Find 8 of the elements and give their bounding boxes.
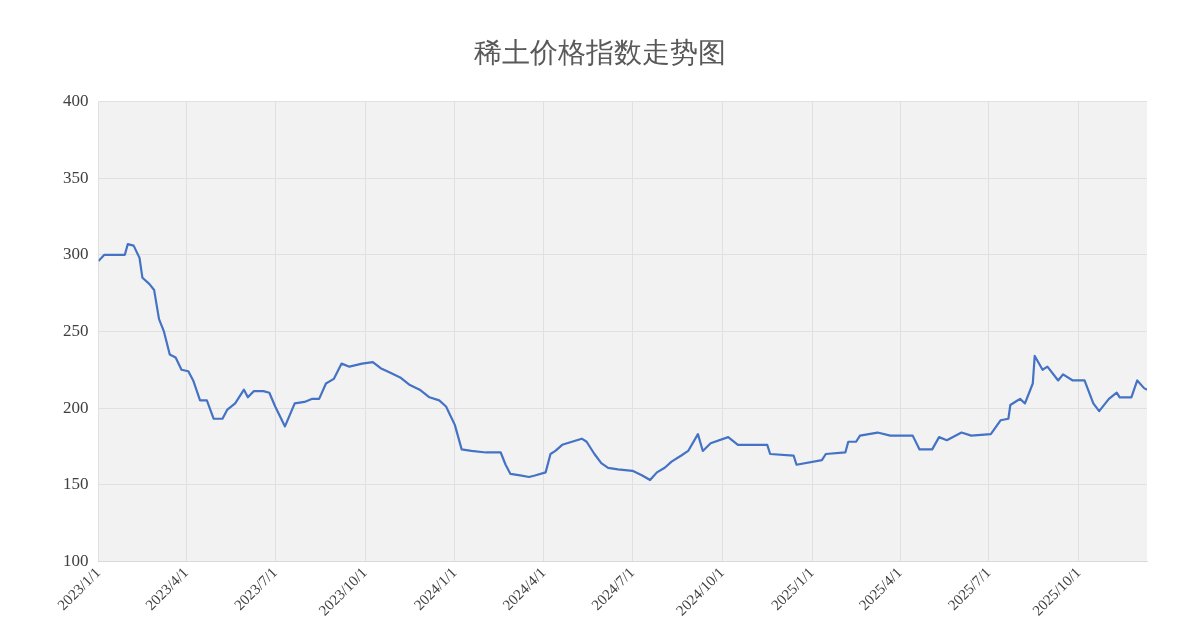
y-tick-label: 150: [63, 474, 89, 494]
y-tick-label: 250: [63, 320, 89, 340]
chart-title: 稀土价格指数走势图: [474, 36, 726, 70]
y-tick-label: 300: [63, 244, 89, 264]
y-tick-label: 400: [63, 91, 89, 111]
y-tick-label: 350: [63, 167, 89, 187]
y-tick-label: 100: [63, 550, 89, 570]
y-tick-label: 200: [63, 397, 89, 417]
